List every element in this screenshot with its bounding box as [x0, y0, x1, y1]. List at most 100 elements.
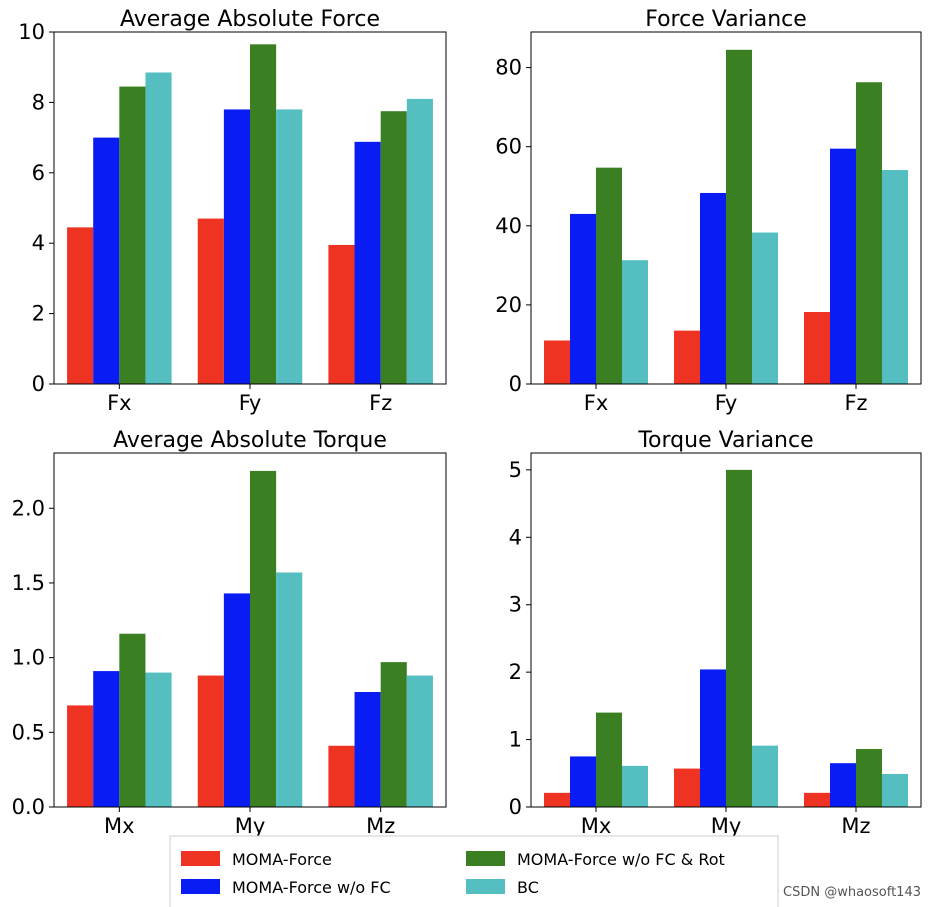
- bar-moma-force-mz: [804, 792, 830, 807]
- bar-moma-force-fx: [67, 227, 94, 384]
- bar-moma-force-my: [197, 675, 224, 807]
- y-tick-label: 2: [32, 302, 45, 326]
- bar-moma-force-w-o-fc-rot-mz: [856, 749, 882, 807]
- y-tick-label: 80: [495, 56, 522, 80]
- x-tick-label-fx: Fx: [584, 391, 609, 415]
- x-tick-label-fz: Fz: [369, 391, 392, 415]
- legend: MOMA-Force MOMA-Force w/o FC MOMA-Force …: [169, 835, 779, 907]
- bar-bc-fz: [882, 170, 908, 384]
- legend-swatch-bc: [466, 879, 505, 894]
- x-tick-label-my: My: [711, 814, 742, 838]
- bar-bc-fz: [406, 98, 433, 384]
- bar-moma-force-w-o-fc-rot-mz: [380, 662, 407, 807]
- legend-swatch-moma-force-wo-fc-rot: [466, 851, 505, 866]
- x-tick-label-mz: Mz: [841, 814, 870, 838]
- bar-bc-mx: [622, 765, 648, 807]
- y-tick-label: 1: [509, 728, 522, 752]
- x-tick-label-mz: Mz: [366, 814, 395, 838]
- y-tick-label: 20: [495, 293, 522, 317]
- y-tick-label: 0: [509, 372, 522, 396]
- x-tick-label-fy: Fy: [239, 391, 262, 415]
- y-tick-label: 4: [509, 525, 522, 549]
- x-tick-label-fx: Fx: [107, 391, 132, 415]
- legend-swatch-moma-force-wo-fc: [181, 879, 220, 894]
- bar-moma-force-fz: [804, 312, 830, 384]
- bar-bc-mz: [406, 675, 433, 807]
- bar-moma-force-mx: [544, 792, 570, 807]
- legend-swatch-moma-force: [181, 851, 220, 866]
- bar-moma-force-w-o-fc-mz: [354, 691, 381, 807]
- y-tick-label: 4: [32, 231, 45, 255]
- bar-bc-fx: [622, 260, 648, 384]
- bar-moma-force-fy: [674, 330, 700, 384]
- bar-moma-force-w-o-fc-rot-mx: [119, 633, 146, 807]
- bar-moma-force-fx: [544, 340, 570, 384]
- y-tick-label: 0.0: [12, 795, 45, 819]
- x-tick-label-mx: Mx: [104, 814, 135, 838]
- y-tick-label: 5: [509, 458, 522, 482]
- bar-moma-force-fz: [328, 244, 355, 384]
- bar-moma-force-w-o-fc-rot-fx: [596, 167, 622, 384]
- bar-moma-force-mx: [67, 705, 94, 807]
- bar-moma-force-w-o-fc-my: [223, 593, 250, 807]
- chart-average-absolute-force: Average Absolute Force 0 2 4 6 8 10 Fx Fy Fz: [18, 7, 447, 415]
- y-tick-label: 0: [509, 795, 522, 819]
- y-tick-label: 1.5: [12, 571, 45, 595]
- legend-label-bc: BC: [517, 878, 539, 897]
- chart-torque-variance: Torque Variance 0 1 2 3 4 5 Mx My Mz: [509, 428, 922, 838]
- legend-label-moma-force-wo-fc-rot: MOMA-Force w/o FC & Rot: [517, 850, 725, 869]
- legend-label-moma-force-wo-fc: MOMA-Force w/o FC: [232, 878, 391, 897]
- y-tick-label: 3: [509, 593, 522, 617]
- bar-bc-my: [276, 572, 303, 807]
- chart-average-absolute-torque: Average Absolute Torque 0.0 0.5 1.0 1.5 2.0 Mx…: [12, 428, 447, 838]
- y-tick-label: 0: [32, 372, 45, 396]
- bar-moma-force-w-o-fc-rot-fz: [856, 82, 882, 384]
- y-tick-label: 2.0: [12, 496, 45, 520]
- bar-moma-force-w-o-fc-my: [700, 669, 726, 807]
- chart-title: Force Variance: [645, 7, 807, 32]
- chart-title: Average Absolute Force: [120, 7, 380, 32]
- chart-force-variance: Force Variance 0 20 40 60 80 Fx Fy Fz: [495, 7, 922, 415]
- y-tick-label: 8: [32, 90, 45, 114]
- x-tick-label-fy: Fy: [715, 391, 738, 415]
- chart-title: Average Absolute Torque: [113, 428, 387, 453]
- bar-moma-force-my: [674, 768, 700, 807]
- y-tick-label: 0.5: [12, 720, 45, 744]
- bar-moma-force-w-o-fc-fz: [830, 148, 856, 384]
- bar-moma-force-mz: [328, 745, 355, 807]
- legend-frame: [169, 835, 779, 907]
- bar-bc-fy: [276, 109, 303, 384]
- bar-moma-force-w-o-fc-mx: [570, 756, 596, 807]
- bar-bc-mx: [145, 672, 172, 807]
- y-tick-label: 6: [32, 161, 45, 185]
- bar-moma-force-w-o-fc-fy: [223, 109, 250, 384]
- x-tick-label-fz: Fz: [844, 391, 867, 415]
- bar-moma-force-w-o-fc-mx: [93, 671, 120, 807]
- bar-moma-force-w-o-fc-mz: [830, 763, 856, 807]
- bar-moma-force-w-o-fc-rot-my: [250, 470, 277, 807]
- x-tick-label-my: My: [235, 814, 266, 838]
- bar-bc-fx: [145, 72, 172, 384]
- bar-moma-force-w-o-fc-rot-fy: [250, 44, 277, 384]
- bar-moma-force-w-o-fc-rot-fx: [119, 86, 146, 384]
- x-tick-label-mx: Mx: [581, 814, 612, 838]
- bar-bc-my: [752, 745, 778, 807]
- bar-moma-force-w-o-fc-rot-mx: [596, 712, 622, 807]
- bar-moma-force-w-o-fc-rot-fz: [380, 111, 407, 384]
- watermark: CSDN @whaosoft143: [783, 885, 921, 900]
- y-tick-label: 60: [495, 135, 522, 159]
- bar-moma-force-w-o-fc-fz: [354, 141, 381, 384]
- bar-moma-force-w-o-fc-rot-my: [726, 469, 752, 807]
- bar-moma-force-w-o-fc-fy: [700, 192, 726, 384]
- bar-bc-fy: [752, 232, 778, 384]
- y-tick-label: 10: [18, 20, 45, 44]
- bar-moma-force-fy: [197, 218, 224, 384]
- bar-moma-force-w-o-fc-fx: [93, 137, 120, 384]
- y-tick-label: 2: [509, 660, 522, 684]
- bar-moma-force-w-o-fc-rot-fy: [726, 49, 752, 385]
- y-tick-label: 1.0: [12, 646, 45, 670]
- bar-moma-force-w-o-fc-fx: [570, 213, 596, 384]
- chart-title: Torque Variance: [637, 428, 813, 453]
- y-tick-label: 40: [495, 214, 522, 238]
